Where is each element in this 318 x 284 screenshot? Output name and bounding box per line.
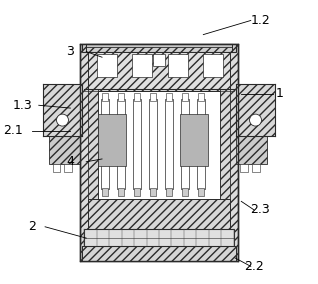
Bar	[220, 89, 230, 199]
Bar	[149, 99, 157, 189]
Bar	[180, 114, 208, 166]
Bar	[88, 199, 230, 229]
Bar	[166, 188, 172, 196]
Bar	[182, 93, 188, 101]
Bar	[198, 188, 204, 196]
Circle shape	[250, 114, 261, 126]
Bar	[203, 55, 223, 77]
Bar	[166, 93, 172, 101]
Bar	[65, 164, 73, 172]
Circle shape	[57, 114, 68, 126]
Bar	[98, 91, 220, 199]
Text: 2.2: 2.2	[244, 260, 264, 273]
Bar	[252, 164, 259, 172]
Bar	[82, 247, 236, 261]
Bar	[198, 93, 204, 101]
Bar	[133, 99, 141, 189]
Bar	[49, 136, 80, 164]
Text: 1: 1	[275, 87, 283, 101]
Bar	[82, 247, 236, 261]
Text: 1.3: 1.3	[13, 99, 33, 112]
Text: 2.3: 2.3	[250, 203, 270, 216]
Bar	[197, 99, 205, 189]
Bar	[181, 99, 189, 189]
Bar	[82, 45, 236, 53]
Bar	[134, 188, 140, 196]
Bar	[153, 55, 165, 66]
Bar	[182, 188, 188, 196]
Bar	[102, 188, 108, 196]
Bar	[80, 45, 238, 261]
Bar	[98, 114, 126, 166]
Text: 1.2: 1.2	[250, 14, 270, 27]
Bar	[165, 99, 173, 189]
Bar	[118, 188, 124, 196]
Bar	[168, 55, 188, 77]
Text: 2: 2	[29, 220, 36, 233]
Text: 2.1: 2.1	[3, 124, 23, 137]
Bar	[97, 55, 117, 77]
Bar	[236, 84, 275, 136]
Bar	[88, 53, 230, 89]
Bar	[84, 229, 234, 247]
Bar	[102, 93, 108, 101]
Bar	[117, 99, 125, 189]
Bar	[52, 164, 60, 172]
Bar	[236, 136, 267, 164]
Text: 3: 3	[66, 45, 74, 58]
Bar	[118, 93, 124, 101]
Bar	[43, 84, 82, 136]
Bar	[86, 45, 232, 47]
Bar	[239, 164, 248, 172]
Bar	[150, 93, 156, 101]
Bar	[101, 99, 109, 189]
Bar	[150, 188, 156, 196]
Bar	[132, 55, 152, 77]
Bar	[88, 89, 98, 199]
Text: 4: 4	[66, 155, 74, 168]
Bar	[134, 93, 140, 101]
